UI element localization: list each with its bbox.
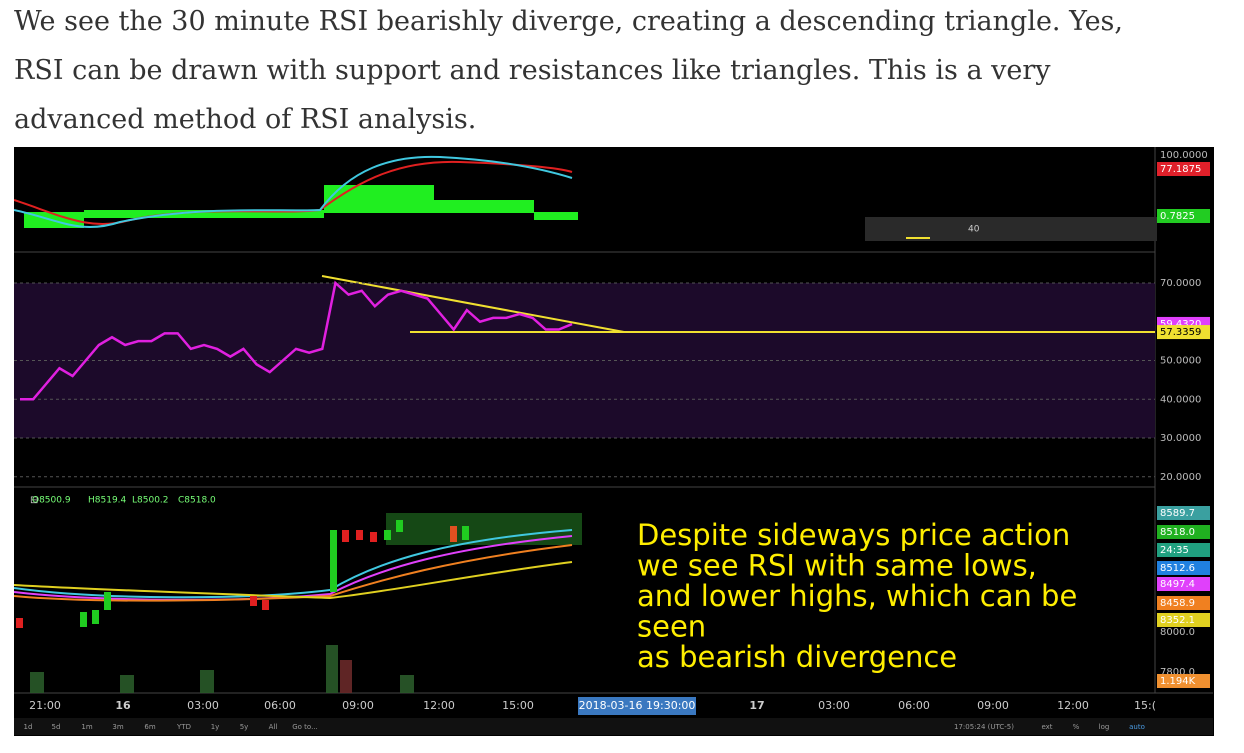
price-label-bg: [1157, 596, 1210, 610]
price-label-bg: [1157, 613, 1210, 627]
price-label: 8518.0: [1160, 527, 1195, 538]
pane-icon[interactable]: ⊟: [30, 495, 38, 506]
x-tick-label: 03:00: [187, 699, 219, 712]
x-tick-label: 12:00: [1057, 699, 1089, 712]
moving-average: [14, 535, 573, 601]
scale-option[interactable]: ext: [1041, 723, 1052, 731]
background: [14, 147, 1214, 736]
y-tick-label: 70.0000: [1160, 278, 1201, 289]
range-button[interactable]: All: [269, 723, 278, 731]
price-label: 8512.6: [1160, 563, 1195, 574]
y-tick-label: 50.0000: [1160, 356, 1201, 367]
x-tick-label: 15:00: [502, 699, 534, 712]
ohlc-value: H8519.4: [88, 496, 127, 506]
price-label-bg: [1157, 577, 1210, 591]
range-button[interactable]: 1d: [24, 723, 33, 731]
scale-option[interactable]: %: [1073, 723, 1080, 731]
scale-option[interactable]: auto: [1129, 723, 1145, 731]
macd-line: [14, 155, 573, 229]
range-button[interactable]: 5d: [52, 723, 61, 731]
annotation: as bearish divergence: [637, 640, 957, 674]
price-label: 8458.9: [1160, 598, 1195, 609]
moving-average: [14, 529, 573, 599]
price-label: 7800.0: [1160, 667, 1195, 678]
moving-average: [14, 561, 573, 600]
x-tick-label: 09:00: [342, 699, 374, 712]
macd-label: 0.7825: [1160, 211, 1195, 222]
macd-histogram: [24, 185, 578, 228]
range-button[interactable]: Go to...: [292, 723, 318, 731]
x-tick-label: 12:00: [423, 699, 455, 712]
price-label-bg: [1157, 674, 1210, 688]
price-label: 8352.1: [1160, 615, 1195, 626]
price-label: 8000.0: [1160, 627, 1195, 638]
scale-option: 17:05:24 (UTC-5): [954, 723, 1014, 731]
chart-screenshot: 40 ⊟ 100.0000 77.1875 0.7825 70.0000 50.0000…: [14, 147, 1214, 736]
macd-label-bg: [1157, 162, 1210, 176]
value-tag: 57.3359: [1160, 327, 1201, 338]
range-button[interactable]: 6m: [144, 723, 155, 731]
y-tick-label: 30.0000: [1160, 433, 1201, 444]
annotation: and lower highs, which can be: [637, 579, 1077, 613]
x-tick-label: 06:00: [898, 699, 930, 712]
y-tick-label: 40.0000: [1160, 394, 1201, 405]
range-button[interactable]: 1y: [211, 723, 220, 731]
x-tick-label: 2018-03-16 19:30:00: [579, 699, 696, 712]
paragraph-line: We see the 30 minute RSI bearishly diver…: [14, 6, 1123, 37]
candles: [16, 520, 469, 628]
x-tick-label: 06:00: [264, 699, 296, 712]
x-tick-label: 09:00: [977, 699, 1009, 712]
ohlc-value: C8518.0: [178, 496, 216, 506]
macd-label: 100.0000: [1160, 150, 1208, 161]
crosshair-time-box: [578, 697, 696, 715]
value-tag-bg: [1157, 325, 1210, 340]
ohlc-value: L8500.2: [132, 496, 169, 506]
range-button[interactable]: 5y: [240, 723, 249, 731]
macd-label-bg: [1157, 209, 1210, 223]
y-tick-label: 20.0000: [1160, 472, 1201, 483]
rsi-line: [20, 280, 573, 401]
price-label-bg: [1157, 506, 1210, 520]
price-label-bg: [1157, 543, 1210, 557]
x-tick-label: 03:00: [818, 699, 850, 712]
x-tick-label: 21:00: [29, 699, 61, 712]
trendline: [321, 275, 625, 333]
volume: [30, 645, 414, 693]
value-tag: 59.4320: [1160, 319, 1201, 330]
toolbar-size[interactable]: 40: [968, 225, 980, 235]
price-label-bg: [1157, 525, 1210, 539]
x-tick-label: 16: [115, 699, 131, 712]
scale-option[interactable]: log: [1099, 723, 1110, 731]
range-button[interactable]: YTD: [176, 723, 191, 731]
price-label: 8589.7: [1160, 508, 1195, 519]
price-label: 24:35: [1160, 545, 1189, 556]
annotation: Despite sideways price action: [637, 518, 1070, 552]
price-label-bg: [1157, 561, 1210, 575]
price-label: 8497.4: [1160, 579, 1195, 590]
ohlc-value: O8500.9: [32, 496, 71, 506]
price-label: 1.194K: [1160, 676, 1196, 687]
x-tick-label: 15:(: [1134, 699, 1156, 712]
range-button[interactable]: 3m: [112, 723, 123, 731]
annotation: seen: [637, 610, 706, 644]
paragraph-line: advanced method of RSI analysis.: [14, 104, 477, 135]
paragraph-line: RSI can be drawn with support and resist…: [14, 55, 1051, 86]
macd-label: 77.1875: [1160, 164, 1201, 175]
range-button[interactable]: 1m: [81, 723, 92, 731]
moving-average: [14, 544, 573, 602]
bottom-toolbar: [14, 718, 1213, 735]
annotation: we see RSI with same lows,: [637, 549, 1037, 583]
x-tick-label: 17: [749, 699, 764, 712]
